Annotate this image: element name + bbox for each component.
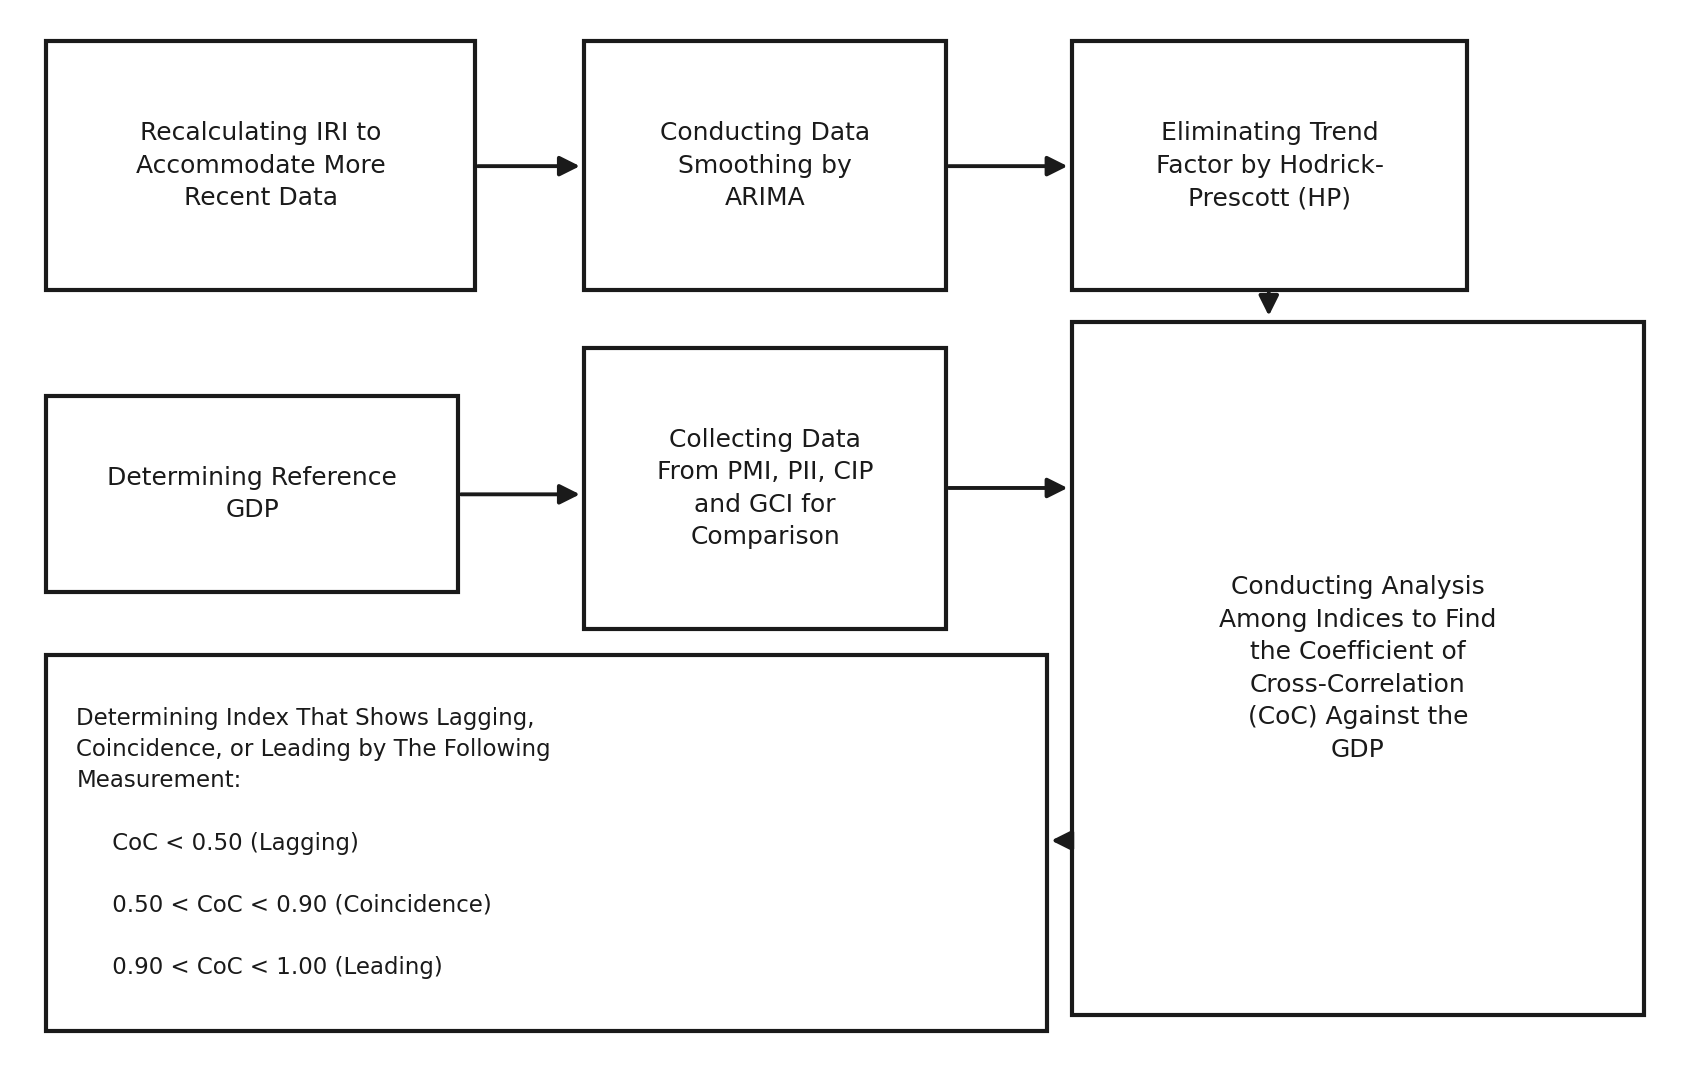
FancyBboxPatch shape — [584, 348, 946, 628]
FancyBboxPatch shape — [584, 42, 946, 290]
Text: Eliminating Trend
Factor by Hodrick-
Prescott (HP): Eliminating Trend Factor by Hodrick- Pre… — [1155, 121, 1383, 210]
Text: Conducting Data
Smoothing by
ARIMA: Conducting Data Smoothing by ARIMA — [660, 121, 870, 210]
FancyBboxPatch shape — [46, 655, 1045, 1031]
FancyBboxPatch shape — [1071, 42, 1466, 290]
FancyBboxPatch shape — [46, 396, 458, 592]
FancyBboxPatch shape — [46, 42, 475, 290]
Text: Determining Reference
GDP: Determining Reference GDP — [106, 465, 397, 522]
Text: Determining Index That Shows Lagging,
Coincidence, or Leading by The Following
M: Determining Index That Shows Lagging, Co… — [76, 707, 551, 980]
FancyBboxPatch shape — [1071, 322, 1643, 1015]
Text: Collecting Data
From PMI, PII, CIP
and GCI for
Comparison: Collecting Data From PMI, PII, CIP and G… — [657, 428, 873, 550]
Text: Recalculating IRI to
Accommodate More
Recent Data: Recalculating IRI to Accommodate More Re… — [135, 121, 385, 210]
Text: Conducting Analysis
Among Indices to Find
the Coefficient of
Cross-Correlation
(: Conducting Analysis Among Indices to Fin… — [1218, 575, 1496, 762]
